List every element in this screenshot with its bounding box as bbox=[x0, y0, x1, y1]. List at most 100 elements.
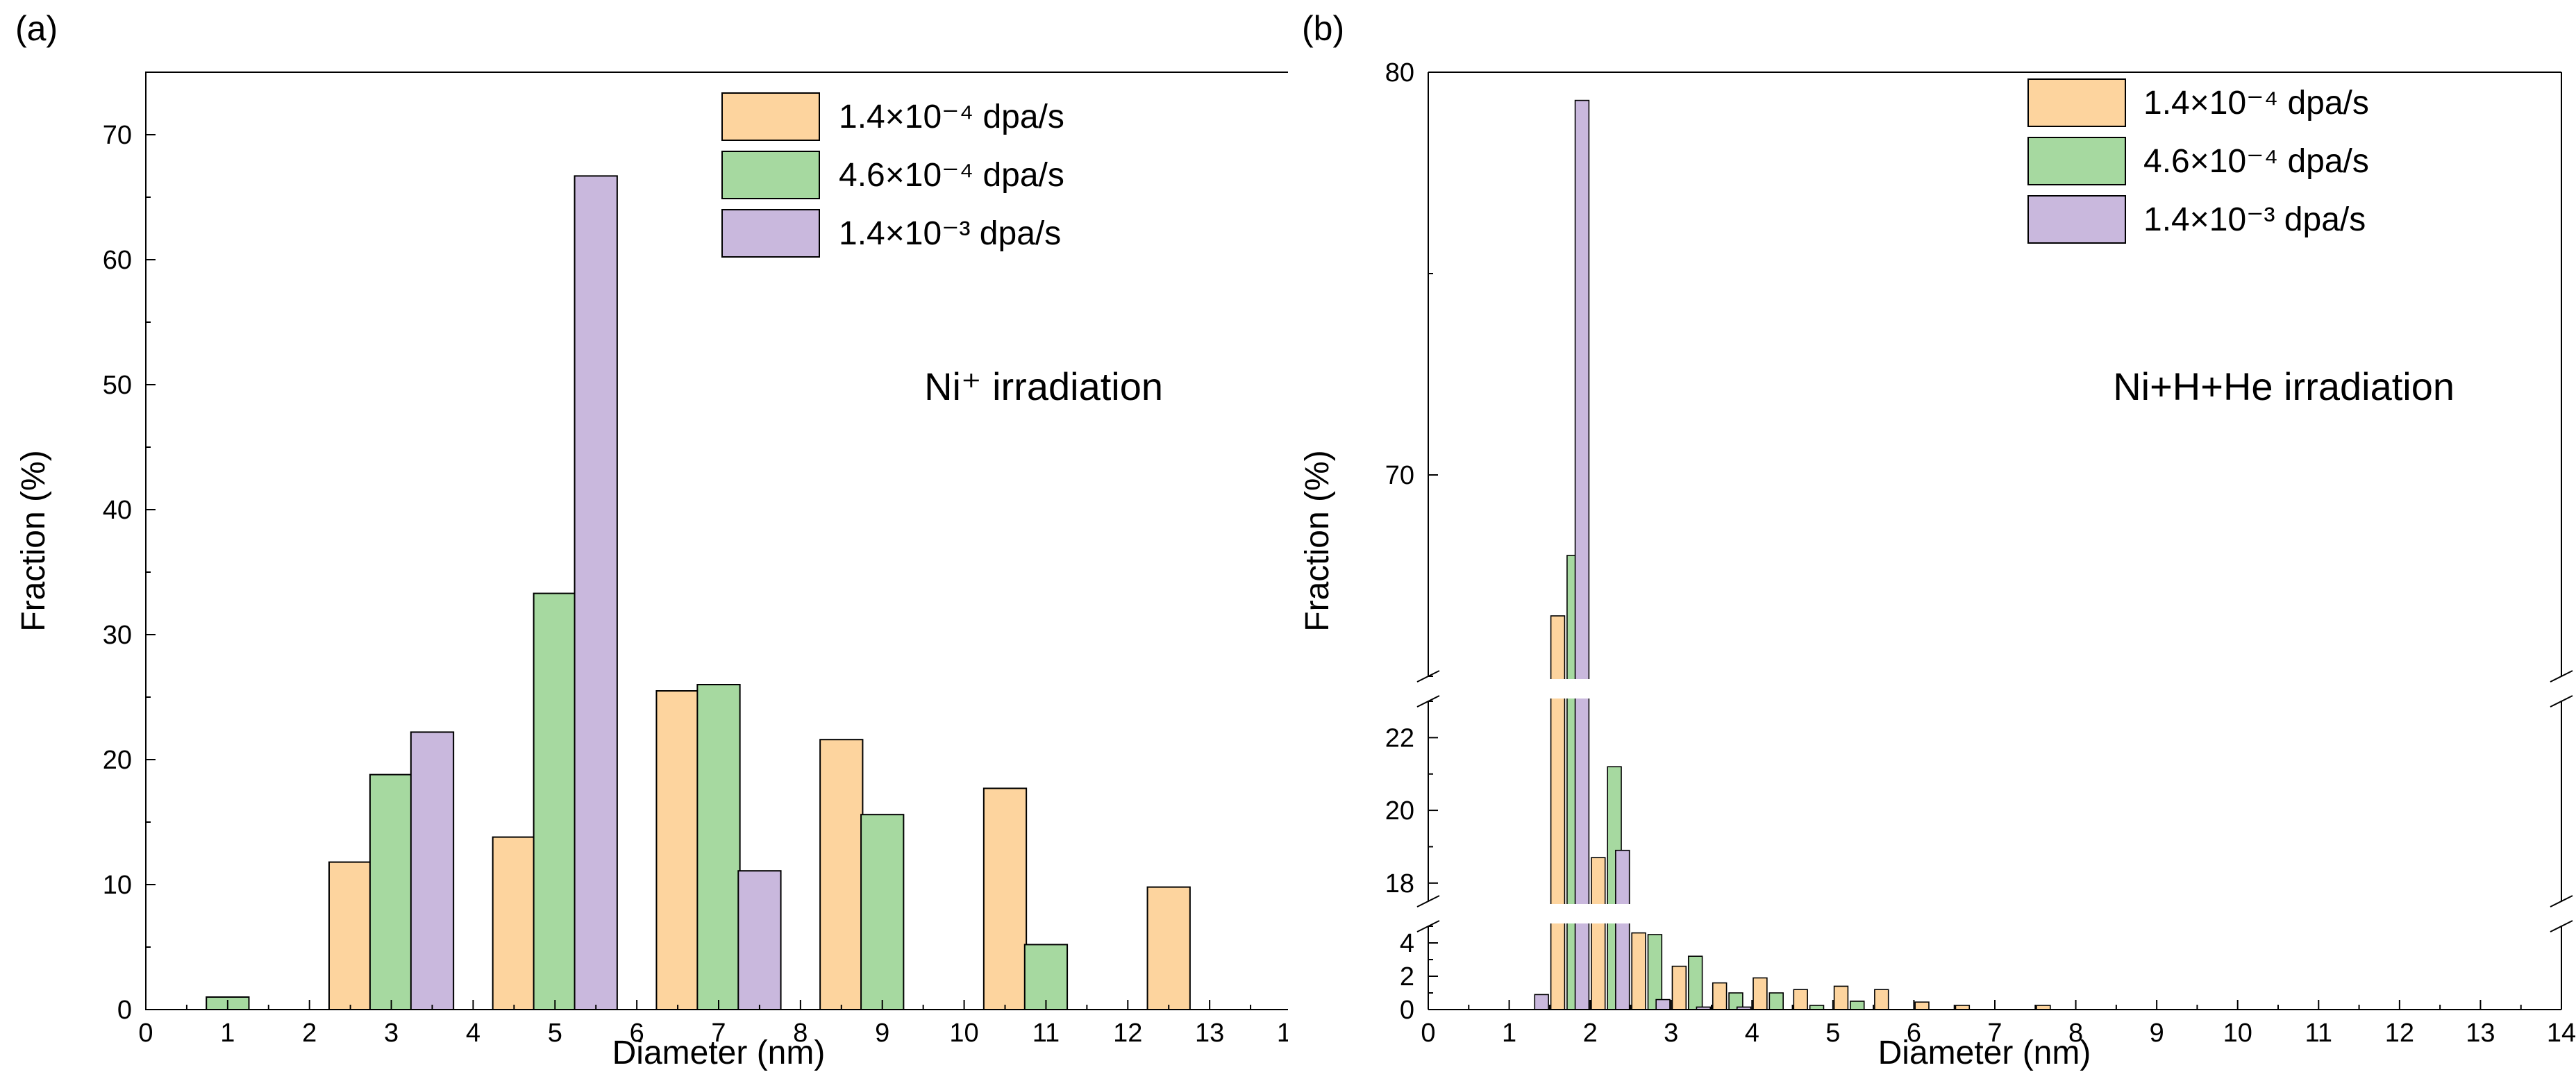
x-tick-label-a: 5 bbox=[548, 1019, 562, 1048]
x-axis-label-b: Diameter (nm) bbox=[1878, 1035, 2091, 1071]
bar-a-series-0 bbox=[1146, 886, 1191, 1010]
break-mark-b bbox=[2550, 670, 2573, 683]
bar-b-series-1 bbox=[1647, 934, 1663, 1010]
bar-a-series-1 bbox=[696, 684, 741, 1010]
bar-a-series-0 bbox=[819, 739, 864, 1010]
chart-panel-b: (b) 0 1 2 3 4 5 6 7 8 9 10 11 12 13 14 0 2 4 18 20 22 70 80 Ni… bbox=[1288, 0, 2576, 1079]
x-tick-label-a: 7 bbox=[711, 1019, 726, 1048]
bar-b-series-2 bbox=[1655, 998, 1671, 1010]
bar-b-series-0 bbox=[1712, 982, 1728, 1010]
bar-b-series-0 bbox=[1591, 857, 1606, 1010]
x-tick-label-a: 13 bbox=[1195, 1019, 1224, 1048]
bar-a-series-0 bbox=[982, 787, 1028, 1011]
panel-label-a: (a) bbox=[15, 9, 58, 48]
y-tick-label-a: 50 bbox=[103, 371, 132, 400]
x-tick-label-a: 11 bbox=[1032, 1019, 1060, 1048]
x-tick-label-a: 9 bbox=[875, 1019, 889, 1048]
bar-b-series-1 bbox=[1768, 992, 1784, 1010]
y-axis-label-b: Fraction (%) bbox=[1299, 450, 1336, 631]
bar-a-series-2 bbox=[410, 731, 455, 1011]
x-tick-label-b: 13 bbox=[2466, 1019, 2495, 1048]
y-tick-label-a: 20 bbox=[103, 746, 132, 775]
panel-label-b: (b) bbox=[1302, 9, 1344, 48]
x-tick-label-a: 12 bbox=[1113, 1019, 1142, 1048]
break-mark-b bbox=[2550, 920, 2573, 932]
x-tick-label-b: 14 bbox=[2547, 1019, 2576, 1048]
bar-a-series-1 bbox=[533, 592, 577, 1010]
bar-b-series-0 bbox=[1793, 989, 1808, 1010]
bar-b-series-0 bbox=[1550, 615, 1566, 1010]
y-tick-label-a: 40 bbox=[103, 496, 132, 525]
legend-label-a-1: 4.6×10⁻⁴ dpa/s bbox=[839, 157, 1064, 194]
axis-break-gap-b-1 bbox=[1421, 679, 2568, 699]
x-tick-label-b: 5 bbox=[1825, 1019, 1840, 1048]
x-tick-label-a: 1 bbox=[220, 1019, 235, 1048]
legend-label-a-2: 1.4×10⁻³ dpa/s bbox=[839, 215, 1061, 252]
x-tick-label-a: 4 bbox=[466, 1019, 480, 1048]
x-tick-label-b: 3 bbox=[1664, 1019, 1678, 1048]
legend-swatch-a-2 bbox=[721, 209, 820, 258]
x-tick-label-b: 2 bbox=[1583, 1019, 1598, 1048]
x-tick-label-a: 10 bbox=[949, 1019, 978, 1048]
y-tick-label-a: 30 bbox=[103, 621, 132, 650]
bar-a-series-2 bbox=[574, 175, 618, 1010]
bar-b-series-0 bbox=[1753, 977, 1768, 1010]
bar-b-series-0 bbox=[1631, 932, 1646, 1010]
legend-label-a-0: 1.4×10⁻⁴ dpa/s bbox=[839, 99, 1064, 135]
x-tick-label-a: 6 bbox=[630, 1019, 644, 1048]
bar-a-series-1 bbox=[860, 814, 905, 1010]
bar-b-series-0 bbox=[1874, 989, 1889, 1010]
y-tick-label-b: 80 bbox=[1385, 58, 1414, 87]
x-tick-label-b: 4 bbox=[1745, 1019, 1759, 1048]
bar-b-series-0 bbox=[1914, 1001, 1930, 1010]
x-tick-label-a: 8 bbox=[793, 1019, 808, 1048]
x-tick-label-a: 14 bbox=[1277, 1019, 1288, 1048]
axis-break-gap-b-0 bbox=[1421, 904, 2568, 923]
break-mark-b bbox=[2550, 695, 2573, 708]
bar-a-series-0 bbox=[655, 690, 700, 1010]
x-tick-label-a: 2 bbox=[302, 1019, 317, 1048]
y-tick-label-a: 10 bbox=[103, 871, 132, 900]
legend-swatch-b-2 bbox=[2027, 195, 2126, 244]
bar-b-series-0 bbox=[1833, 985, 1849, 1010]
y-tick-label-b: 70 bbox=[1385, 461, 1414, 490]
legend-label-b-1: 4.6×10⁻⁴ dpa/s bbox=[2143, 143, 2369, 180]
bar-a-series-2 bbox=[737, 870, 782, 1010]
x-tick-label-b: 9 bbox=[2150, 1019, 2164, 1048]
x-tick-label-b: 7 bbox=[1987, 1019, 2002, 1048]
x-tick-label-b: 6 bbox=[1907, 1019, 1921, 1048]
y-tick-label-b: 20 bbox=[1385, 796, 1414, 826]
x-tick-label-b: 1 bbox=[1502, 1019, 1516, 1048]
annotation-b: Ni+H+He irradiation bbox=[2113, 365, 2454, 408]
x-tick-label-b: 11 bbox=[2305, 1019, 2332, 1048]
chart-panel-a: (a) 01234567891011121314010203040506070 … bbox=[15, 9, 1288, 1071]
y-tick-label-b: 4 bbox=[1400, 929, 1414, 958]
bar-a-series-0 bbox=[492, 836, 537, 1010]
x-tick-label-b: 0 bbox=[1421, 1019, 1435, 1048]
x-tick-label-b: 10 bbox=[2223, 1019, 2252, 1048]
y-axis-label-a: Fraction (%) bbox=[15, 450, 52, 631]
chart-a-svg: (a) 01234567891011121314010203040506070 … bbox=[15, 9, 1288, 1071]
legend-swatch-b-1 bbox=[2027, 137, 2126, 185]
legend-label-b-2: 1.4×10⁻³ dpa/s bbox=[2143, 201, 2366, 238]
legend-label-b-0: 1.4×10⁻⁴ dpa/s bbox=[2143, 85, 2369, 122]
bar-a-series-1 bbox=[1023, 944, 1069, 1011]
x-tick-label-a: 3 bbox=[384, 1019, 399, 1048]
legend-swatch-a-0 bbox=[721, 92, 820, 141]
bar-a-series-1 bbox=[369, 773, 414, 1010]
break-mark-b bbox=[2550, 895, 2573, 907]
y-tick-label-a: 70 bbox=[103, 121, 132, 150]
x-tick-label-a: 0 bbox=[138, 1019, 153, 1048]
y-tick-label-b: 2 bbox=[1400, 962, 1414, 992]
y-tick-label-b: 18 bbox=[1385, 869, 1414, 898]
bar-b-series-2 bbox=[1574, 99, 1590, 1010]
bar-b-series-1 bbox=[1687, 955, 1703, 1010]
bar-b-series-0 bbox=[1671, 965, 1687, 1010]
annotation-a: Ni⁺ irradiation bbox=[924, 365, 1163, 408]
bar-a-series-0 bbox=[328, 861, 373, 1010]
bar-b-series-2 bbox=[1534, 994, 1549, 1010]
x-tick-label-b: 8 bbox=[2068, 1019, 2083, 1048]
y-tick-label-b: 22 bbox=[1385, 723, 1414, 753]
legend-swatch-b-0 bbox=[2027, 78, 2126, 127]
